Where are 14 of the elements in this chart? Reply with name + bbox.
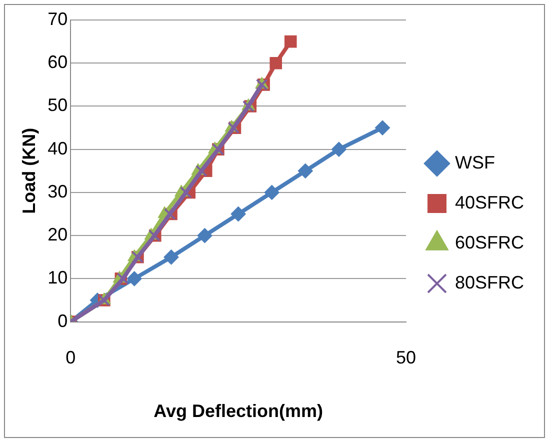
y-tick-label: 0 [58,310,68,331]
legend-label: WSF [454,152,495,172]
legend-label: 40SFRC [454,192,524,212]
x-axis-title: Avg Deflection(mm) [154,401,323,422]
y-tick-label: 50 [48,95,68,116]
y-tick-label: 30 [48,181,68,202]
y-tick-label: 70 [48,8,68,29]
y-tick-label: 20 [48,224,68,245]
y-axis-title: Load (KN) [18,128,39,214]
y-tick-label: 40 [48,138,68,158]
y-tick-label: 10 [48,268,68,288]
y-tick-label: 60 [48,52,68,72]
legend-label: 60SFRC [454,232,524,252]
legend-label: 80SFRC [454,272,524,292]
